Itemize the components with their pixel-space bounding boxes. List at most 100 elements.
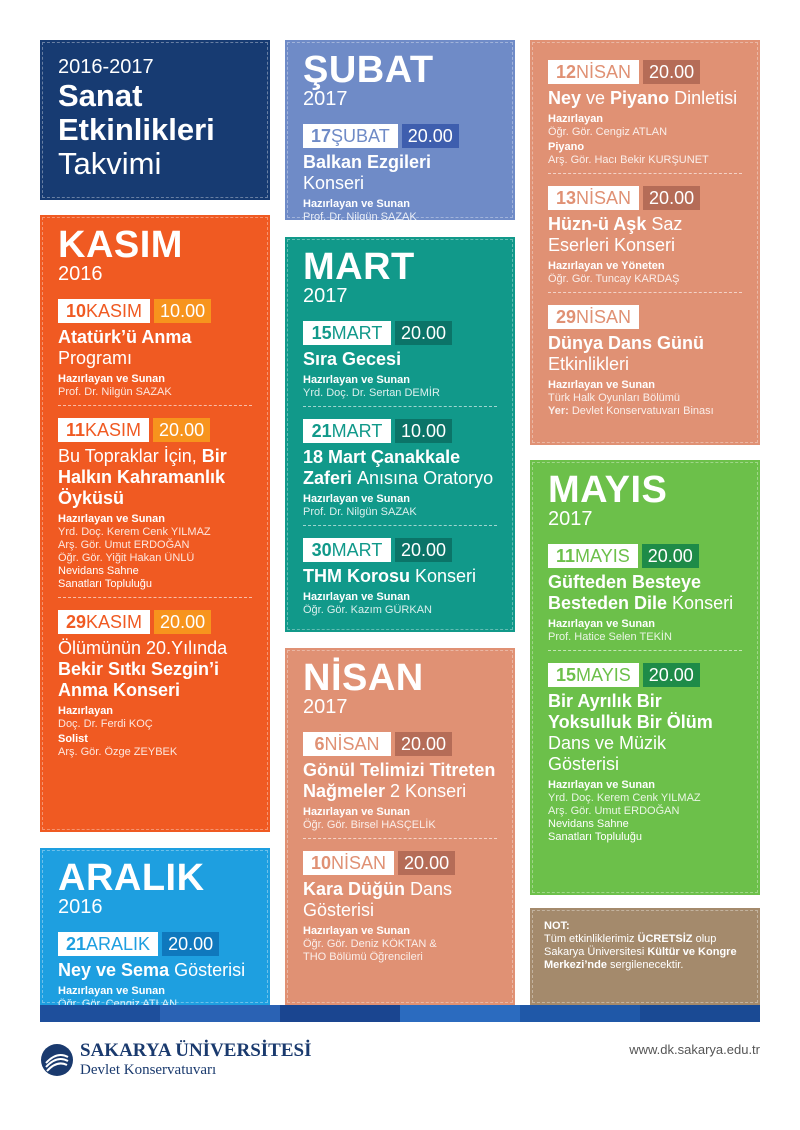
event-item: 21ARALIK 20.00 Ney ve Sema Gösterisi Hazırl…	[58, 924, 252, 1017]
event-date: 13NİSAN	[548, 186, 640, 210]
event-title-part: Dünya Dans Günü	[548, 333, 705, 353]
month-year: 2017	[303, 285, 348, 307]
credit-name: Doç. Dr. Ferdi KOÇ	[58, 718, 153, 730]
event-title-part: Saz Eserleri Konseri	[548, 214, 683, 255]
event-title: Sıra Gecesi	[303, 349, 497, 370]
event-day: 15	[556, 665, 577, 685]
event-month: KASIM	[85, 420, 142, 440]
credit-role: Hazırlayan ve Sunan	[548, 379, 655, 391]
credit-role: Hazırlayan ve Sunan	[303, 591, 410, 603]
event-month: KASIM	[86, 301, 143, 321]
credit-name: Öğr. Gör. Yiğit Hakan ÜNLÜ	[58, 552, 195, 564]
event-title-part: Bir Halkın Kahramanlık Öyküsü	[58, 446, 227, 508]
credit-name: Yrd. Doç. Dr. Sertan DEMİR	[303, 387, 440, 399]
event-time: 20.00	[641, 544, 699, 568]
event-title: Kara Düğün Dans Gösterisi	[303, 879, 497, 921]
credit-name: Arş. Gör. Hacı Bekir KURŞUNET	[548, 154, 709, 166]
credit-role: Hazırlayan ve Sunan	[58, 513, 165, 525]
event-title-part: THM Korosu	[303, 566, 415, 586]
credit-role: Hazırlayan	[58, 705, 114, 717]
event-time: 20.00	[395, 321, 453, 345]
university-logo: SAKARYA ÜNİVERSİTESİ Devlet Konservatuva…	[40, 1040, 311, 1079]
event-time: 20.00	[642, 663, 700, 687]
month-name: MAYIS	[548, 469, 668, 511]
event-time: 20.00	[154, 610, 212, 634]
event-title-part: ve	[586, 88, 611, 108]
title-line-takvimi: Takvimi	[58, 146, 162, 181]
event-item: 15MART 20.00 Sıra Gecesi Hazırlayan ve Suna…	[303, 313, 497, 407]
bar-segment	[400, 1005, 520, 1022]
month-name: KASIM	[58, 224, 183, 266]
note-text: sergilenecektir.	[606, 959, 684, 971]
event-title-part: Dinletisi	[674, 88, 738, 108]
event-item: 6NİSAN 20.00 Gönül Telimizi Titreten Nağme…	[303, 724, 497, 839]
event-item: 12NİSAN 20.00 Ney ve Piyano Dinletisi Hazır…	[548, 52, 742, 174]
event-date-tag: 11MAYIS 20.00	[548, 544, 742, 568]
month-panel-aralik: ARALIK 2016 21ARALIK 20.00 Ney ve Sema Göste…	[40, 848, 270, 1010]
event-title-part: Atatürk’ü Anma	[58, 327, 192, 347]
event-day: 21	[66, 934, 87, 954]
place-label: Yer:	[548, 405, 569, 417]
event-month: MAYIS	[576, 665, 631, 685]
event-title-part: 18 Mart Çanakkale Zaferi	[303, 447, 461, 488]
event-item: 10NİSAN 20.00 Kara Düğün Dans Gösterisi Haz…	[303, 843, 497, 970]
event-day: 30	[311, 540, 332, 560]
event-title-part: Kara Düğün	[303, 879, 411, 899]
event-title-part: Anısına Oratoryo	[357, 468, 494, 488]
event-place: Yer: Devlet Konservatuvarı Binası	[548, 405, 742, 418]
website-link[interactable]: www.dk.sakarya.edu.tr	[629, 1042, 760, 1057]
event-date-tag: 21ARALIK 20.00	[58, 932, 252, 956]
event-item: 21MART 10.00 18 Mart Çanakkale Zaferi Anıs…	[303, 411, 497, 526]
event-title: 18 Mart Çanakkale Zaferi Anısına Oratory…	[303, 447, 497, 489]
event-title-part: Gösterisi	[174, 960, 246, 980]
event-item: 29NİSAN Dünya Dans Günü Etkinlikleri Hazır…	[548, 297, 742, 424]
university-name: SAKARYA ÜNİVERSİTESİ	[80, 1040, 312, 1061]
event-title: Bu Topraklar İçin, Bir Halkın Kahramanlı…	[58, 446, 252, 509]
credit-role: Hazırlayan ve Sunan	[303, 806, 410, 818]
month-panel-mart: MART 2017 15MART 20.00 Sıra Gecesi Hazırlayan…	[285, 237, 515, 632]
month-name: ŞUBAT	[303, 49, 434, 91]
event-month: NİSAN	[576, 307, 632, 327]
event-date: 21MART	[303, 419, 391, 443]
credit-role: Hazırlayan	[548, 113, 604, 125]
event-time: 20.00	[395, 538, 453, 562]
event-title-part: Konseri	[303, 173, 365, 193]
note-panel: NOT: Tüm etkinliklerimiz ÜCRETSİZ olup S…	[530, 908, 760, 1005]
event-date-tag: 29KASIM 20.00	[58, 610, 252, 634]
event-time: 10.00	[395, 419, 453, 443]
event-day: 29	[556, 307, 577, 327]
title-line-sanat: Sanat	[58, 78, 143, 113]
credit-name: Öğr. Gör. Birsel HASÇELİK	[303, 819, 436, 831]
bar-segment	[640, 1005, 760, 1022]
event-day: 29	[66, 612, 87, 632]
month-panel-subat: ŞUBAT 2017 17ŞUBAT 20.00 Balkan Ezgileri Kon…	[285, 40, 515, 223]
month-year: 2017	[303, 88, 348, 110]
event-time: 10.00	[154, 299, 212, 323]
event-title-part: Hüzn-ü Aşk	[548, 214, 652, 234]
credit-group: Nevidans Sahne	[548, 818, 629, 830]
event-month: MAYIS	[575, 546, 630, 566]
event-date: 30MART	[303, 538, 391, 562]
event-item: 30MART 20.00 THM Korosu Konseri Hazırlayan …	[303, 530, 497, 623]
month-name: MART	[303, 246, 415, 288]
event-month: NİSAN	[576, 62, 632, 82]
event-title-part: Balkan Ezgileri	[303, 152, 432, 172]
event-item: 15MAYIS 20.00 Bir Ayrılık Bir Yoksulluk Bi…	[548, 655, 742, 850]
credit-role: Hazırlayan ve Sunan	[303, 374, 410, 386]
event-time: 20.00	[643, 60, 701, 84]
month-panel-nisan2: 12NİSAN 20.00 Ney ve Piyano Dinletisi Hazır…	[530, 40, 760, 445]
month-name: ARALIK	[58, 857, 205, 899]
event-item: 10KASIM 10.00 Atatürk’ü Anma Programı Hazır…	[58, 291, 252, 406]
event-item: 11MAYIS 20.00 Güfteden Besteye Besteden Di…	[548, 536, 742, 651]
event-title-part: Dans Gösterisi	[303, 879, 453, 920]
month-year: 2017	[303, 696, 348, 718]
event-day: 21	[311, 421, 332, 441]
event-title: Güfteden Besteye Besteden Dile Konseri	[548, 572, 742, 614]
event-title-part: Programı	[58, 348, 133, 368]
bar-segment	[40, 1005, 160, 1022]
credit-role: Hazırlayan ve Yöneten	[548, 260, 665, 272]
event-date-tag: 13NİSAN 20.00	[548, 186, 742, 210]
event-title-part: Gönül Telimizi Titreten Nağmeler	[303, 760, 496, 801]
event-time: 20.00	[153, 418, 211, 442]
event-date: 21ARALIK	[58, 932, 159, 956]
